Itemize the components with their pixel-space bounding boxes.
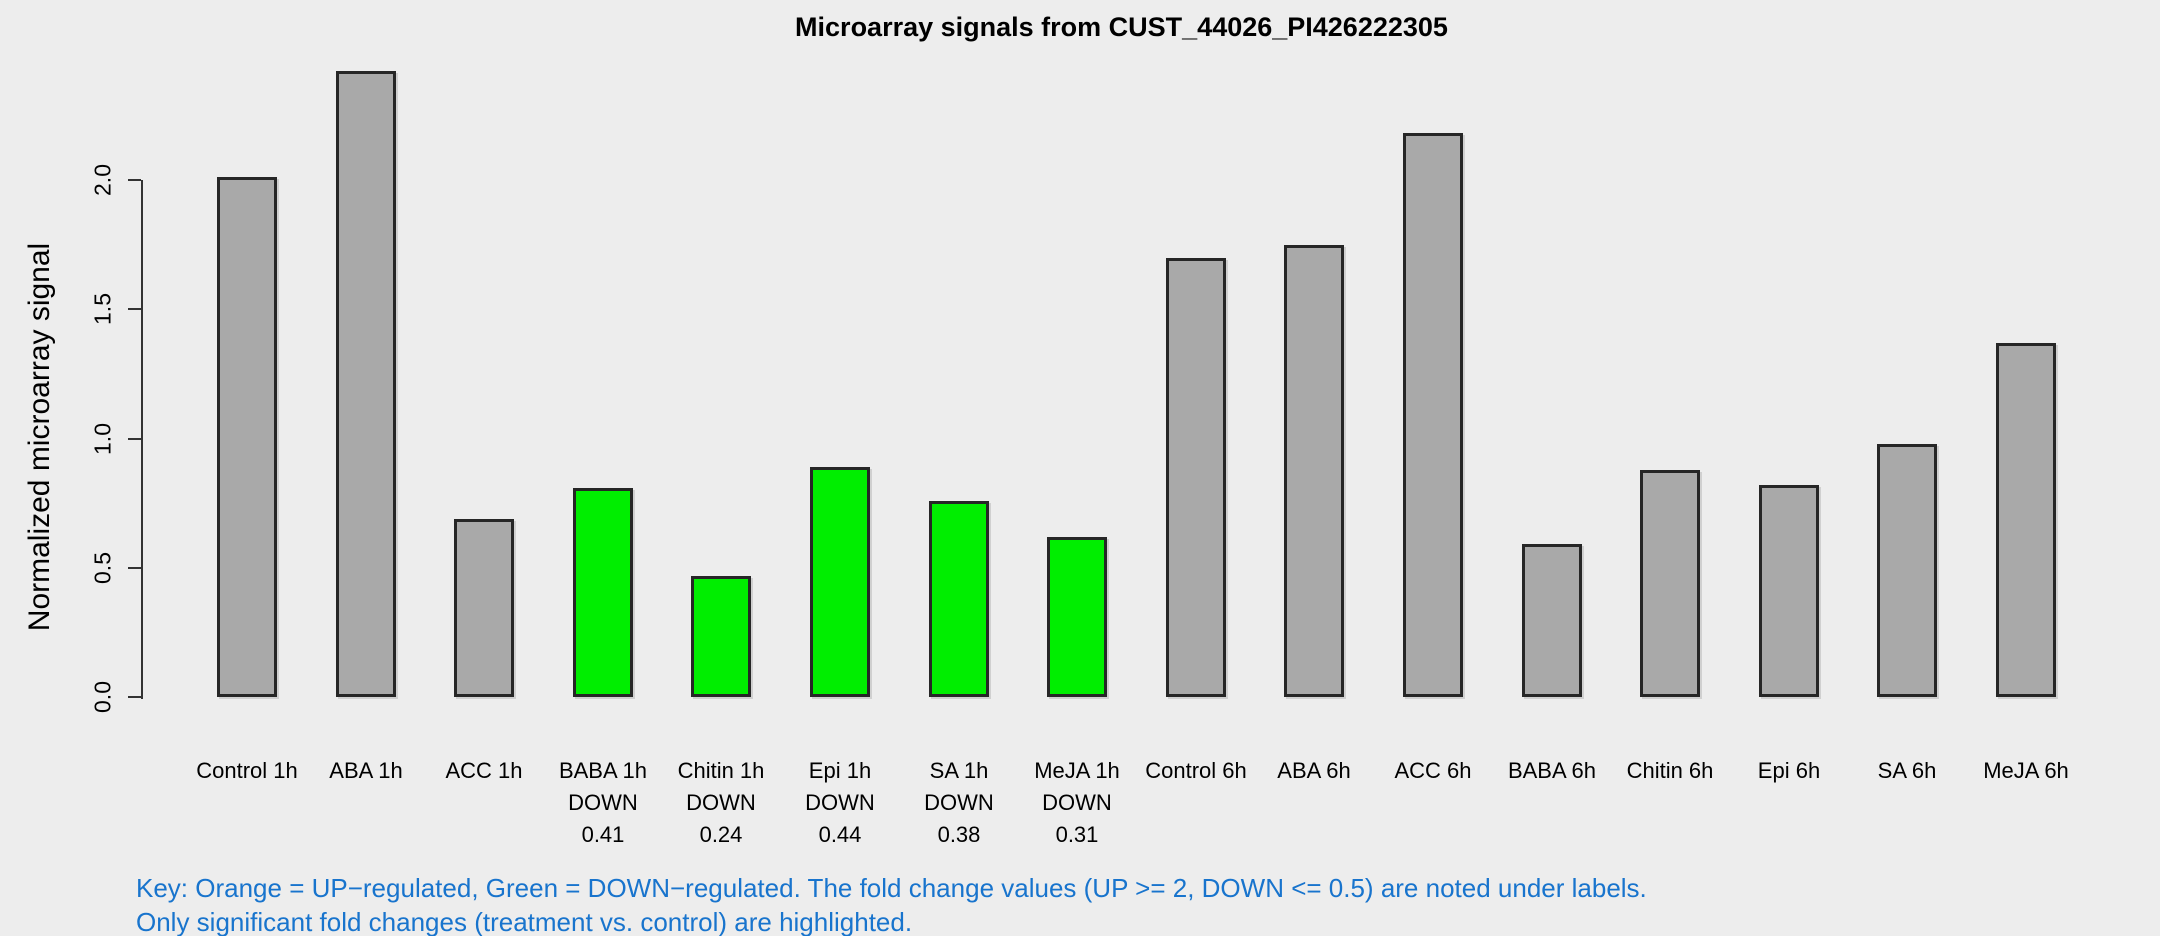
y-tick-label: 2.0 <box>89 164 116 196</box>
x-label-chitin-1h: Chitin 1h DOWN 0.24 <box>677 758 765 847</box>
x-label-acc-6h: ACC 6h <box>1394 758 1472 783</box>
x-label-aba-1h: ABA 1h <box>329 758 403 783</box>
bar-baba-1h <box>573 488 633 697</box>
x-label-epi-1h: Epi 1h DOWN 0.44 <box>805 758 875 847</box>
bar-epi-6h <box>1759 485 1819 697</box>
y-tick-mark <box>128 437 141 440</box>
x-label-epi-6h: Epi 6h <box>1757 758 1821 783</box>
bar-baba-6h <box>1522 544 1582 697</box>
bar-acc-1h <box>454 519 514 697</box>
y-tick-mark <box>128 179 141 181</box>
y-axis-line <box>141 180 143 699</box>
x-label-aba-6h: ABA 6h <box>1277 758 1351 783</box>
y-tick-label: 0.5 <box>89 551 116 584</box>
bar-control-6h <box>1166 258 1226 697</box>
y-axis-label: Normalized microarray signal <box>23 242 56 632</box>
x-label-acc-1h: ACC 1h <box>445 758 523 783</box>
bar-meja-1h <box>1047 537 1107 697</box>
key-text-line-2: Only significant fold changes (treatment… <box>136 907 913 936</box>
y-tick-label: 1.0 <box>89 422 116 455</box>
x-label-meja-6h: MeJA 6h <box>1983 758 2069 783</box>
x-label-meja-1h: MeJA 1h DOWN 0.31 <box>1034 758 1120 847</box>
x-label-chitin-6h: Chitin 6h <box>1626 758 1714 783</box>
x-label-sa-1h: SA 1h DOWN 0.38 <box>924 758 994 847</box>
y-tick-mark <box>128 566 141 569</box>
y-tick-mark <box>128 696 141 698</box>
bar-acc-6h <box>1403 133 1463 697</box>
bar-chitin-6h <box>1640 470 1700 697</box>
bar-sa-6h <box>1877 444 1937 697</box>
x-label-control-1h: Control 1h <box>196 758 298 783</box>
x-label-sa-6h: SA 6h <box>1877 758 1937 783</box>
bar-aba-6h <box>1284 245 1344 697</box>
bar-epi-1h <box>810 467 870 697</box>
x-label-control-6h: Control 6h <box>1145 758 1247 783</box>
bar-aba-1h <box>336 71 396 697</box>
bar-chitin-1h <box>691 576 751 697</box>
key-text-line-1: Key: Orange = UP−regulated, Green = DOWN… <box>136 873 1647 903</box>
bar-meja-6h <box>1996 343 2056 697</box>
y-tick-label: 0.0 <box>89 681 116 713</box>
chart-title: Microarray signals from CUST_44026_PI426… <box>795 12 1448 42</box>
bar-sa-1h <box>929 501 989 697</box>
y-tick-label: 1.5 <box>89 293 116 326</box>
x-label-baba-1h: BABA 1h DOWN 0.41 <box>558 758 648 847</box>
y-tick-mark <box>128 308 141 311</box>
x-label-baba-6h: BABA 6h <box>1507 758 1597 783</box>
bar-control-1h <box>217 177 277 697</box>
